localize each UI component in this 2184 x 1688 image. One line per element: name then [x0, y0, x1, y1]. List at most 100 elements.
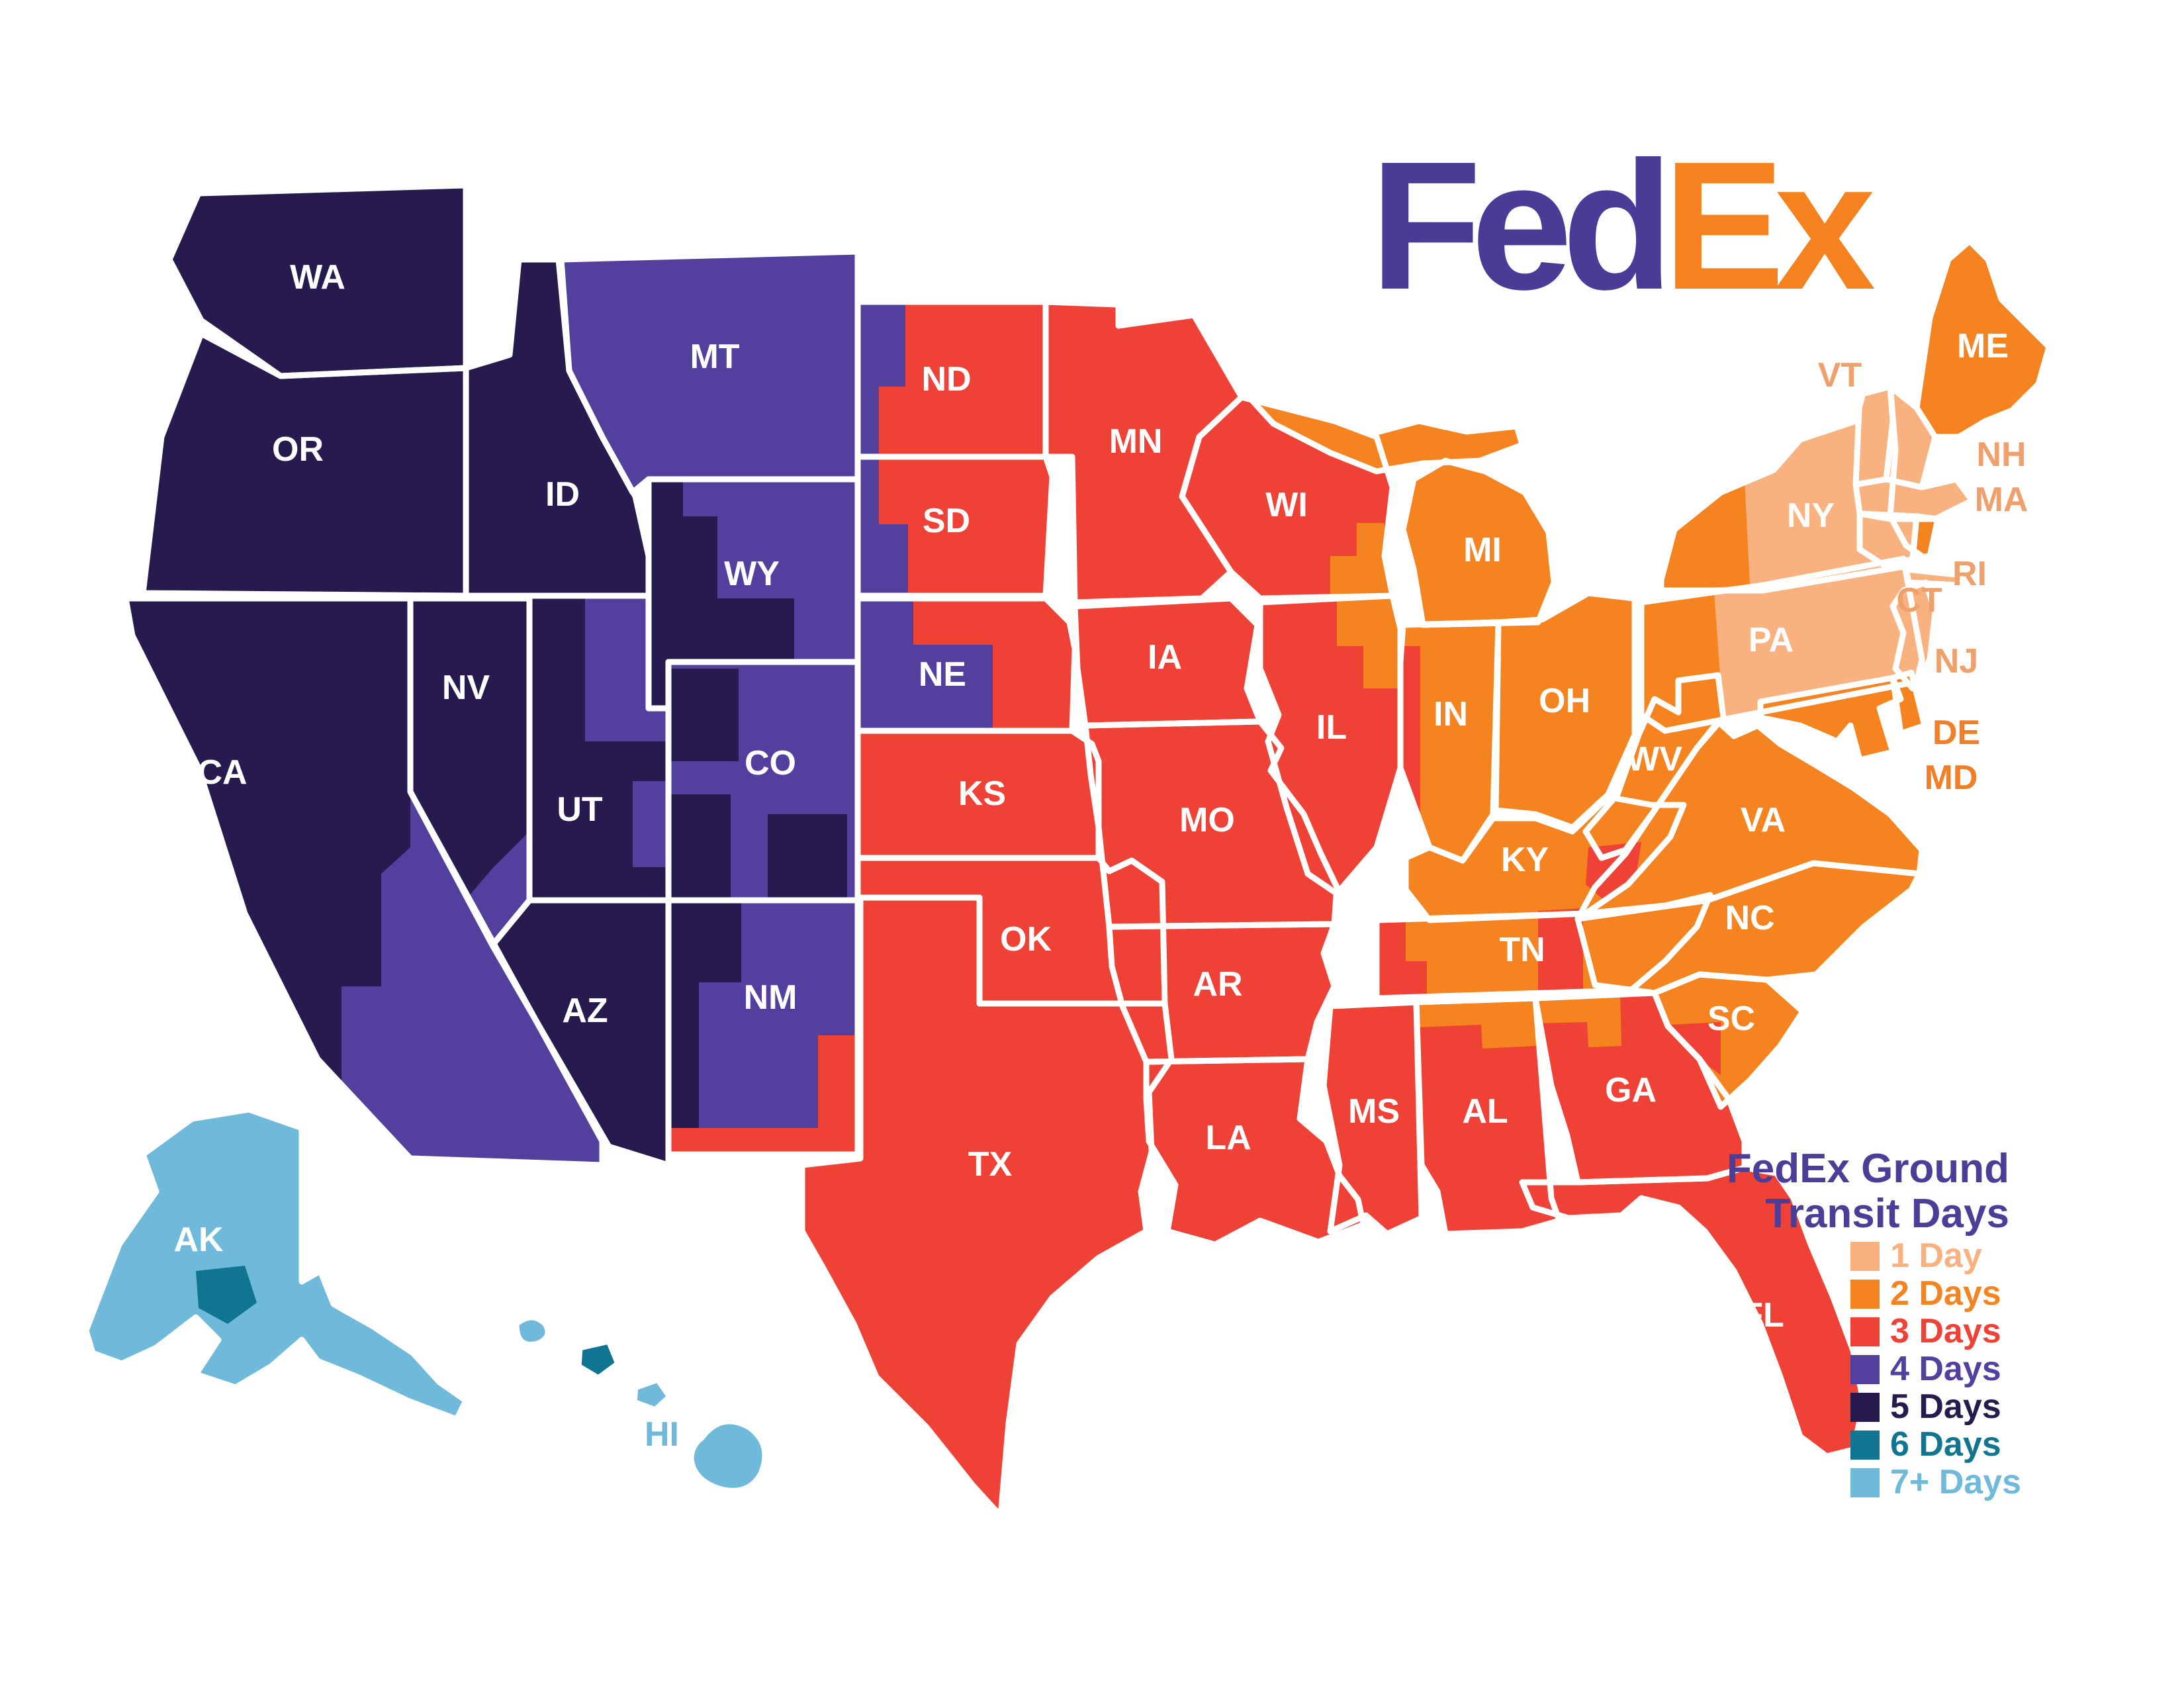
zone-patch-al-north — [1416, 998, 1537, 1049]
state-label-id: ID — [545, 475, 580, 514]
legend-swatch-1 — [1850, 1242, 1880, 1271]
legend-label-4: 4 Days — [1890, 1350, 2001, 1388]
state-label-al: AL — [1462, 1092, 1508, 1131]
zone-patch-nm-south — [668, 1128, 858, 1154]
legend-item-4-days: 4 Days — [1850, 1350, 2001, 1388]
legend-label-6: 6 Days — [1890, 1425, 2001, 1464]
sub-zone-layer — [196, 302, 1750, 1324]
state-label-wi: WI — [1265, 486, 1308, 524]
state-label-tn: TN — [1499, 931, 1545, 969]
state-label-ak: AK — [173, 1221, 224, 1259]
fedex-logo-ex: Ex — [1663, 124, 1877, 328]
legend-swatch-2 — [1850, 1280, 1880, 1309]
state-label-pa: PA — [1749, 621, 1794, 659]
state-label-tx: TX — [968, 1145, 1013, 1184]
legend-swatch-3 — [1850, 1317, 1880, 1346]
legend-label-1: 1 Day — [1890, 1237, 1982, 1275]
state-or — [143, 334, 466, 596]
state-label-nh: NH — [1976, 436, 2026, 474]
state-sc — [1655, 974, 1803, 1107]
state-label-mn: MN — [1109, 422, 1163, 461]
state-border-la — [1143, 1056, 1367, 1248]
state-label-sc: SC — [1707, 1000, 1755, 1038]
zone-patch-sd-west — [858, 457, 908, 596]
state-az — [492, 900, 668, 1165]
state-mi — [1244, 392, 1554, 625]
state-label-ok: OK — [1000, 920, 1052, 959]
state-border-ri — [1909, 513, 1941, 562]
legend-item-5-days: 5 Days — [1850, 1387, 2001, 1426]
state-me — [1917, 241, 2049, 437]
zone-patch-co-s — [768, 814, 847, 900]
state-label-ca: CA — [197, 753, 247, 792]
state-label-ar: AR — [1193, 965, 1242, 1004]
state-label-nj: NJ — [1934, 642, 1978, 680]
state-label-vt: VT — [1818, 356, 1862, 395]
zone-patch-tn-west — [1377, 919, 1427, 998]
state-label-va: VA — [1741, 801, 1786, 839]
state-tx — [802, 898, 1171, 1516]
state-border-ar — [1106, 921, 1338, 1065]
legend-swatch-5 — [1850, 1393, 1880, 1422]
state-label-ia: IA — [1148, 638, 1182, 677]
zone-patch-nm-se — [818, 1035, 858, 1128]
legend-swatch-6 — [1850, 1430, 1880, 1460]
zone-patch-nm-nw — [668, 900, 741, 982]
state-border-hi2 — [575, 1338, 621, 1382]
state-label-ri: RI — [1952, 555, 1987, 593]
state-border-wv — [1582, 672, 1727, 861]
state-label-ma: MA — [1975, 481, 2028, 519]
state-label-il: IL — [1316, 708, 1347, 747]
zone-patch-nd-west — [858, 302, 905, 457]
state-vt — [1856, 387, 1893, 485]
state-border-hi3 — [631, 1376, 673, 1413]
zone-patch-pa-west — [1641, 592, 1723, 731]
state-label-ne: NE — [919, 655, 966, 694]
zone-patch-sc-sw — [1670, 1022, 1721, 1075]
state-label-wy: WY — [724, 555, 780, 593]
state-label-de: DE — [1933, 714, 1980, 752]
state-border-ca — [122, 595, 606, 1168]
state-label-ct: CT — [1896, 581, 1942, 620]
state-border-al — [1413, 995, 1563, 1237]
state-border-hi1 — [513, 1314, 551, 1348]
state-ga — [1535, 993, 1745, 1182]
state-hi4 — [691, 1421, 765, 1491]
state-border-md — [1757, 675, 1904, 763]
zone-patch-wi-se — [1330, 523, 1392, 598]
state-wa — [169, 185, 466, 376]
state-border-sd — [854, 453, 1056, 599]
state-border-layer — [83, 182, 2052, 1519]
zone-patch-ut-east — [633, 781, 668, 867]
state-in — [1400, 622, 1498, 861]
state-nh — [1886, 387, 1935, 487]
state-label-mt: MT — [690, 338, 739, 376]
legend-title-line1: FedEx Ground — [1727, 1146, 2009, 1192]
state-hi1 — [516, 1317, 548, 1345]
zone-patch-co-w2 — [668, 794, 731, 900]
state-label-la: LA — [1205, 1119, 1251, 1157]
state-label-ms: MS — [1348, 1092, 1400, 1131]
state-la — [1146, 1059, 1363, 1244]
fedex-logo: FedEx — [1370, 124, 1877, 328]
state-label-ut: UT — [557, 790, 603, 829]
state-ms — [1324, 1002, 1422, 1234]
legend-item-7-days: 7+ Days — [1850, 1463, 2021, 1501]
state-nj — [1893, 583, 1935, 688]
fedex-logo-fed: Fed — [1370, 124, 1663, 328]
legend-item-3-days: 3 Days — [1850, 1312, 2001, 1350]
state-border-hi4 — [688, 1418, 768, 1494]
state-label-wv: WV — [1627, 740, 1682, 778]
state-ma — [1856, 479, 1972, 519]
legend-swatch-7 — [1850, 1468, 1880, 1497]
state-label-co: CO — [745, 744, 796, 782]
state-label-ks: KS — [958, 774, 1006, 813]
state-label-ny: NY — [1787, 496, 1835, 535]
state-border-mt — [558, 248, 861, 496]
state-border-mi — [1241, 389, 1557, 628]
zone-patch-il-ne — [1337, 596, 1400, 688]
state-border-mo — [1082, 718, 1340, 930]
state-border-tn — [1373, 892, 1713, 1002]
